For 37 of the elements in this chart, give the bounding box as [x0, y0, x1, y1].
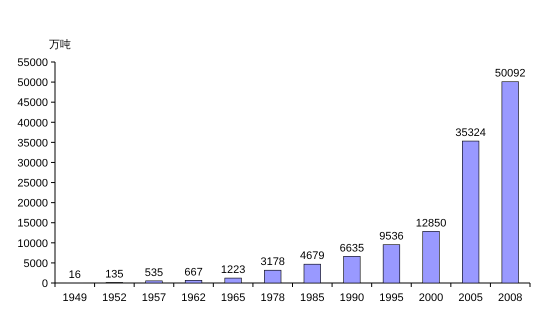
x-tick-label: 1949: [62, 292, 88, 304]
y-tick-label: 40000: [17, 117, 48, 130]
y-tick-label: 55000: [17, 57, 48, 69]
y-tick-label: 30000: [17, 157, 48, 170]
y-tick-label: 50000: [17, 77, 48, 90]
x-tick-label: 2008: [498, 292, 522, 304]
data-label: 50092: [494, 68, 526, 80]
data-label: 12850: [416, 217, 446, 230]
x-tick-label: 1985: [300, 292, 325, 304]
x-tick-label: 2000: [418, 292, 444, 304]
y-tick-label: 45000: [17, 97, 48, 110]
data-label: 6635: [340, 242, 364, 254]
data-label: 35324: [455, 127, 486, 140]
data-label: 667: [184, 266, 203, 278]
y-tick-label: 5000: [24, 258, 48, 270]
x-tick-label: 1978: [260, 292, 285, 304]
data-label: 9536: [379, 230, 404, 243]
data-label: 535: [144, 266, 164, 279]
x-tick-label: 2005: [458, 292, 483, 304]
x-tick-label: 1952: [102, 292, 127, 304]
x-tick-label: 1957: [142, 292, 166, 304]
x-tick-label: 1990: [340, 292, 364, 304]
y-tick-label: 0: [42, 278, 48, 290]
data-label: 3178: [260, 256, 285, 268]
x-tick-label: 1962: [181, 292, 206, 304]
y-tick-label: 15000: [17, 218, 48, 230]
data-label: 1223: [220, 264, 246, 276]
y-axis-title: 万吨: [49, 38, 71, 51]
x-tick-label: 1965: [220, 292, 246, 304]
data-label: 135: [105, 268, 124, 280]
data-label: 16: [68, 268, 81, 281]
y-tick-label: 35000: [17, 137, 48, 150]
x-tick-label: 1995: [379, 292, 404, 304]
y-tick-label: 20000: [17, 198, 48, 210]
y-tick-label: 10000: [17, 238, 48, 250]
y-tick-label: 25000: [17, 178, 48, 190]
data-label: 4679: [300, 250, 325, 262]
